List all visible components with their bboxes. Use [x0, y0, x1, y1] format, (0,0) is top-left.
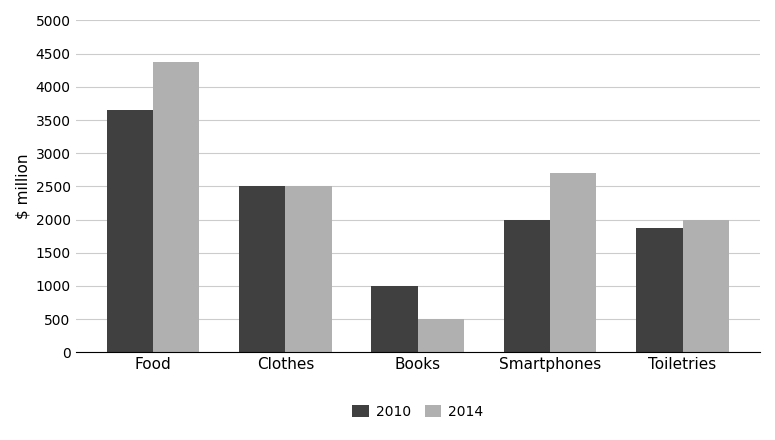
Bar	[239, 187, 285, 352]
Legend: 2010, 2014: 2010, 2014	[346, 399, 489, 424]
Bar	[153, 62, 199, 352]
Bar	[683, 220, 729, 352]
Bar	[107, 110, 153, 352]
Bar	[636, 228, 683, 352]
Bar	[285, 187, 332, 352]
Bar	[504, 220, 550, 352]
Bar	[371, 286, 418, 352]
Y-axis label: $ million: $ million	[15, 154, 30, 219]
Bar	[550, 173, 597, 352]
Bar	[418, 319, 464, 352]
